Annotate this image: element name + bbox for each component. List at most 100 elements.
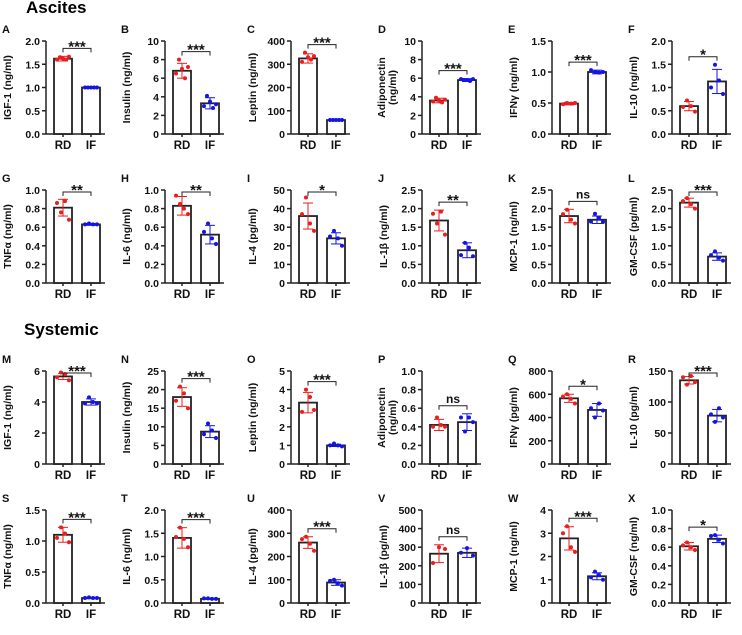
data-point-rd — [440, 100, 444, 105]
significance-label: *** — [444, 61, 462, 78]
y-tick-label: 200 — [267, 552, 285, 564]
y-axis-label: TNFα (ng/ml) — [2, 204, 14, 269]
y-tick-label: 2.0 — [651, 36, 666, 48]
y-tick-label: 3 — [540, 528, 546, 540]
significance-bracket — [688, 526, 718, 532]
y-tick-label: 100 — [267, 575, 285, 587]
significance-label: *** — [694, 363, 712, 380]
y-tick-label: 50 — [654, 428, 666, 440]
data-point-rd — [565, 207, 569, 212]
x-tick-label: IF — [205, 470, 215, 482]
data-point-if — [202, 229, 206, 234]
data-point-if — [709, 85, 713, 90]
data-point-rd — [300, 537, 304, 542]
y-tick-label: 100 — [648, 397, 666, 409]
data-point-rd — [689, 202, 693, 207]
panel-letter: F — [628, 24, 635, 36]
data-point-rd — [174, 398, 178, 403]
data-point-if — [95, 222, 99, 227]
data-point-rd — [435, 221, 439, 226]
bar-if — [587, 218, 607, 284]
x-tick-label: RD — [681, 609, 698, 621]
data-point-rd — [182, 206, 186, 211]
y-tick-label: 0.0 — [401, 459, 416, 471]
y-tick-label: 1.5 — [25, 59, 40, 71]
data-point-rd — [177, 57, 181, 62]
panel-letter: I — [247, 173, 250, 185]
data-point-if — [465, 546, 469, 551]
y-tick-label: 0 — [279, 598, 285, 610]
panel-letter: O — [247, 354, 256, 366]
data-point-if — [471, 77, 475, 82]
y-tick-label: 1.0 — [25, 83, 40, 95]
data-point-if — [597, 70, 601, 75]
bar-chart: E 0.0 0.5 1.0 1.5 IFNγ (ng/ml) RD IF *** — [508, 24, 611, 152]
panel-s: S 0.0 0.5 1.0 1.5 TNFα (ng/ml) RD IF *** — [0, 490, 124, 630]
data-point-if — [465, 78, 469, 83]
data-point-rd — [685, 540, 689, 545]
x-tick-label: RD — [561, 470, 578, 482]
x-tick-label: RD — [300, 289, 317, 301]
data-point-rd — [67, 540, 71, 545]
data-point-if — [214, 596, 218, 601]
y-tick-label: 400 — [528, 413, 546, 425]
data-point-if — [211, 105, 215, 110]
significance-label: * — [580, 376, 586, 393]
data-point-if — [721, 258, 725, 263]
y-tick-label: 1.0 — [531, 241, 546, 253]
y-tick-label: 0.6 — [401, 403, 416, 415]
data-point-if — [589, 406, 593, 411]
data-point-rd — [55, 201, 59, 206]
significance-bracket — [688, 372, 718, 377]
data-point-rd — [685, 382, 689, 387]
data-point-if — [95, 85, 99, 90]
data-point-if — [593, 211, 597, 216]
bar-chart: X 0.0 0.2 0.4 0.6 0.8 1.0 GM-CSF (ng/ml) RD IF * — [628, 493, 731, 621]
bar-rd — [298, 57, 318, 135]
data-point-if — [328, 234, 332, 239]
x-tick-label: IF — [86, 609, 96, 621]
data-point-rd — [174, 71, 178, 76]
x-tick-label: RD — [174, 140, 191, 152]
data-point-if — [206, 221, 210, 226]
data-point-if — [337, 118, 341, 123]
bar-rd — [559, 215, 579, 284]
data-point-if — [340, 444, 344, 449]
data-point-rd — [565, 392, 569, 397]
significance-label: *** — [574, 52, 592, 69]
x-tick-label: RD — [55, 470, 72, 482]
y-axis-label: IL-6 (ng/ml) — [121, 208, 133, 265]
data-point-rd — [304, 387, 308, 392]
data-point-if — [210, 596, 214, 601]
bar-chart: K 0.0 0.5 1.0 1.5 2.0 2.5 MCP-1 (ng/ml) RD IF ns — [508, 173, 611, 301]
panel-e: E 0.0 0.5 1.0 1.5 IFNγ (ng/ml) RD IF *** — [506, 21, 630, 161]
significance-label: *** — [68, 38, 86, 55]
data-point-rd — [685, 98, 689, 103]
y-tick-label: 0.0 — [144, 278, 159, 290]
panel-t: T 0.0 0.5 1.0 1.5 2.0 IL-6 (ng/ml) RD IF *** — [119, 490, 243, 630]
x-tick-label: RD — [681, 289, 698, 301]
bar-chart: J 0.0 0.5 1.0 1.5 2.0 2.5 IL-1β (ng/ml) RD IF ** — [378, 173, 481, 301]
y-tick-label: 20 — [147, 385, 159, 397]
y-tick-label: 2 — [410, 110, 416, 122]
x-tick-label: RD — [55, 289, 72, 301]
significance-label: ** — [447, 192, 459, 209]
x-tick-label: IF — [331, 470, 341, 482]
bar-chart: A 0.0 0.5 1.0 1.5 2.0 IGF-1 (ng/ml) RD IF *** — [2, 24, 105, 152]
bar-rd — [679, 201, 699, 284]
y-tick-label: 0.5 — [531, 98, 546, 110]
x-tick-label: IF — [462, 289, 472, 301]
y-tick-label: 2.0 — [25, 36, 40, 48]
significance-label: * — [319, 182, 325, 199]
y-tick-label: 800 — [528, 366, 546, 378]
y-tick-label: 0 — [279, 278, 285, 290]
bar-chart: V 0 100 200 300 400 500 IL-1β (pg/ml) RD IF ns — [378, 493, 481, 621]
data-point-if — [717, 255, 721, 260]
y-axis-label: IL-10 (pg/ml) — [628, 386, 640, 448]
data-point-rd — [681, 543, 685, 548]
data-point-rd — [561, 394, 565, 399]
data-point-rd — [308, 221, 312, 226]
y-tick-label: 0.5 — [401, 259, 416, 271]
bar-if — [457, 79, 477, 135]
data-point-if — [471, 420, 475, 425]
